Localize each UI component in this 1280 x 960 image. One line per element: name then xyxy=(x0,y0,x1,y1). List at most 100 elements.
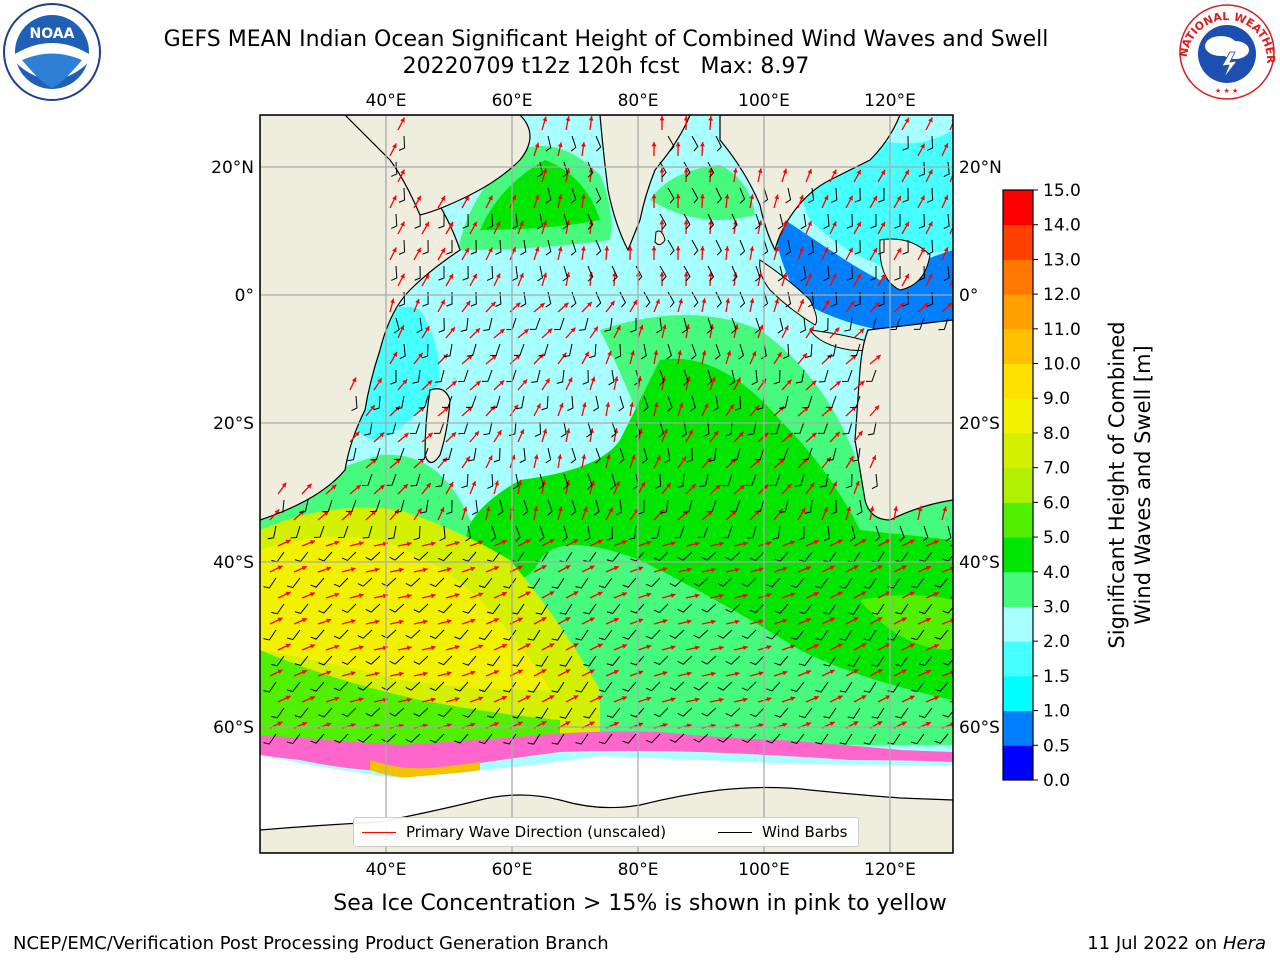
wave-direction-arrow xyxy=(773,246,779,261)
wave-direction-arrow xyxy=(829,539,843,547)
wind-barbs xyxy=(263,135,953,745)
wind-barb xyxy=(595,239,602,256)
wave-direction-arrow xyxy=(700,141,705,157)
wind-barb xyxy=(942,606,953,614)
wind-barb xyxy=(286,577,301,589)
wave-direction-arrow xyxy=(581,246,586,261)
wind-barb xyxy=(738,343,745,360)
wind-barb xyxy=(395,395,405,410)
wind-barb xyxy=(852,447,861,462)
wind-barb xyxy=(910,629,925,641)
wind-barb xyxy=(547,499,553,516)
wave-direction-arrow xyxy=(845,455,854,469)
wave-direction-arrow xyxy=(421,273,430,287)
wind-barb xyxy=(318,707,333,718)
wind-barb xyxy=(483,317,493,331)
wind-barb xyxy=(693,681,709,691)
wind-barb xyxy=(503,733,517,745)
wave-direction-arrow xyxy=(805,643,820,651)
wave-direction-arrow xyxy=(541,642,555,651)
wind-barb xyxy=(595,187,602,204)
wave-direction-arrow xyxy=(469,380,482,391)
wind-barb xyxy=(842,421,853,435)
wave-direction-arrow xyxy=(829,273,837,287)
wave-direction-arrow xyxy=(653,567,668,573)
wind-barb xyxy=(645,733,661,744)
wind-barb xyxy=(595,447,601,464)
wind-barb xyxy=(413,603,429,613)
wind-barb xyxy=(722,525,733,539)
wave-direction-arrow xyxy=(493,328,506,339)
wind-barb xyxy=(438,317,445,333)
wind-barb xyxy=(511,655,525,667)
wind-barb xyxy=(824,525,831,542)
wave-direction-arrow xyxy=(797,194,804,209)
wave-direction-arrow xyxy=(469,644,484,651)
wind-barb xyxy=(725,655,741,665)
wave-direction-arrow xyxy=(661,697,676,703)
wind-barb xyxy=(677,603,693,613)
top-lon-label: 40°E xyxy=(366,91,407,111)
wind-barb xyxy=(520,239,527,256)
wave-direction-arrow xyxy=(797,618,812,625)
wave-direction-arrow xyxy=(341,510,354,521)
wind-barb xyxy=(794,473,805,487)
wave-direction-arrow xyxy=(901,643,915,651)
wave-direction-arrow xyxy=(724,194,730,209)
wind-barb xyxy=(815,629,829,641)
wind-barb xyxy=(435,369,445,383)
wave-direction-arrow xyxy=(805,272,812,287)
colorbar-swatch xyxy=(1003,675,1033,712)
wind-barb xyxy=(871,655,885,667)
wind-barb xyxy=(387,525,397,540)
wind-barb xyxy=(945,525,952,542)
wind-barb xyxy=(878,239,885,255)
wind-barb xyxy=(345,499,357,512)
wind-barb xyxy=(583,707,597,719)
wave-direction-arrow xyxy=(708,167,714,183)
wind-barb xyxy=(389,707,405,717)
wave-direction-arrow xyxy=(941,506,947,521)
wave-direction-arrow xyxy=(925,117,933,131)
wind-barb xyxy=(725,603,741,613)
left-lat-label: 60°S xyxy=(213,718,254,738)
wind-barb xyxy=(535,655,549,667)
top-lon-label: 80°E xyxy=(618,91,659,111)
wind-barb xyxy=(333,733,349,744)
footer-credit: NCEP/EMC/Verification Post Processing Pr… xyxy=(13,933,609,954)
wind-barb xyxy=(798,603,813,615)
wave-direction-arrow xyxy=(869,195,878,209)
wind-barb xyxy=(570,135,577,152)
wind-barb xyxy=(922,525,929,542)
wave-direction-arrow xyxy=(781,592,796,599)
wave-direction-arrow xyxy=(651,193,657,209)
wind-barb xyxy=(357,577,373,587)
wind-barb xyxy=(276,499,285,514)
wind-barb xyxy=(435,473,445,488)
wind-barb xyxy=(410,421,421,435)
wave-direction-arrow xyxy=(437,507,445,521)
wind-barb xyxy=(263,629,277,641)
wind-barb xyxy=(351,395,358,411)
wind-barb xyxy=(398,291,406,307)
wind-barb xyxy=(870,265,877,281)
wave-direction-arrow xyxy=(605,300,616,313)
wind-barb xyxy=(606,655,621,667)
wave-direction-arrow xyxy=(413,195,422,209)
right-lat-label: 0° xyxy=(959,286,978,306)
wave-direction-arrow xyxy=(853,642,867,651)
wave-direction-arrow xyxy=(413,298,420,313)
wind-barb xyxy=(871,603,885,615)
wave-direction-arrow xyxy=(853,694,867,703)
wave-direction-arrow xyxy=(445,221,454,235)
wave-direction-arrow xyxy=(413,247,422,261)
colorbar-tick-label: 4.0 xyxy=(1043,563,1070,583)
wind-barb xyxy=(322,499,333,513)
wind-barb xyxy=(934,681,949,692)
wave-direction-arrow xyxy=(725,567,740,573)
wind-barb xyxy=(870,213,877,229)
wave-direction-arrow xyxy=(349,697,364,703)
wave-direction-arrow xyxy=(773,508,784,521)
wave-direction-arrow xyxy=(653,619,668,625)
wind-barb xyxy=(381,733,397,743)
